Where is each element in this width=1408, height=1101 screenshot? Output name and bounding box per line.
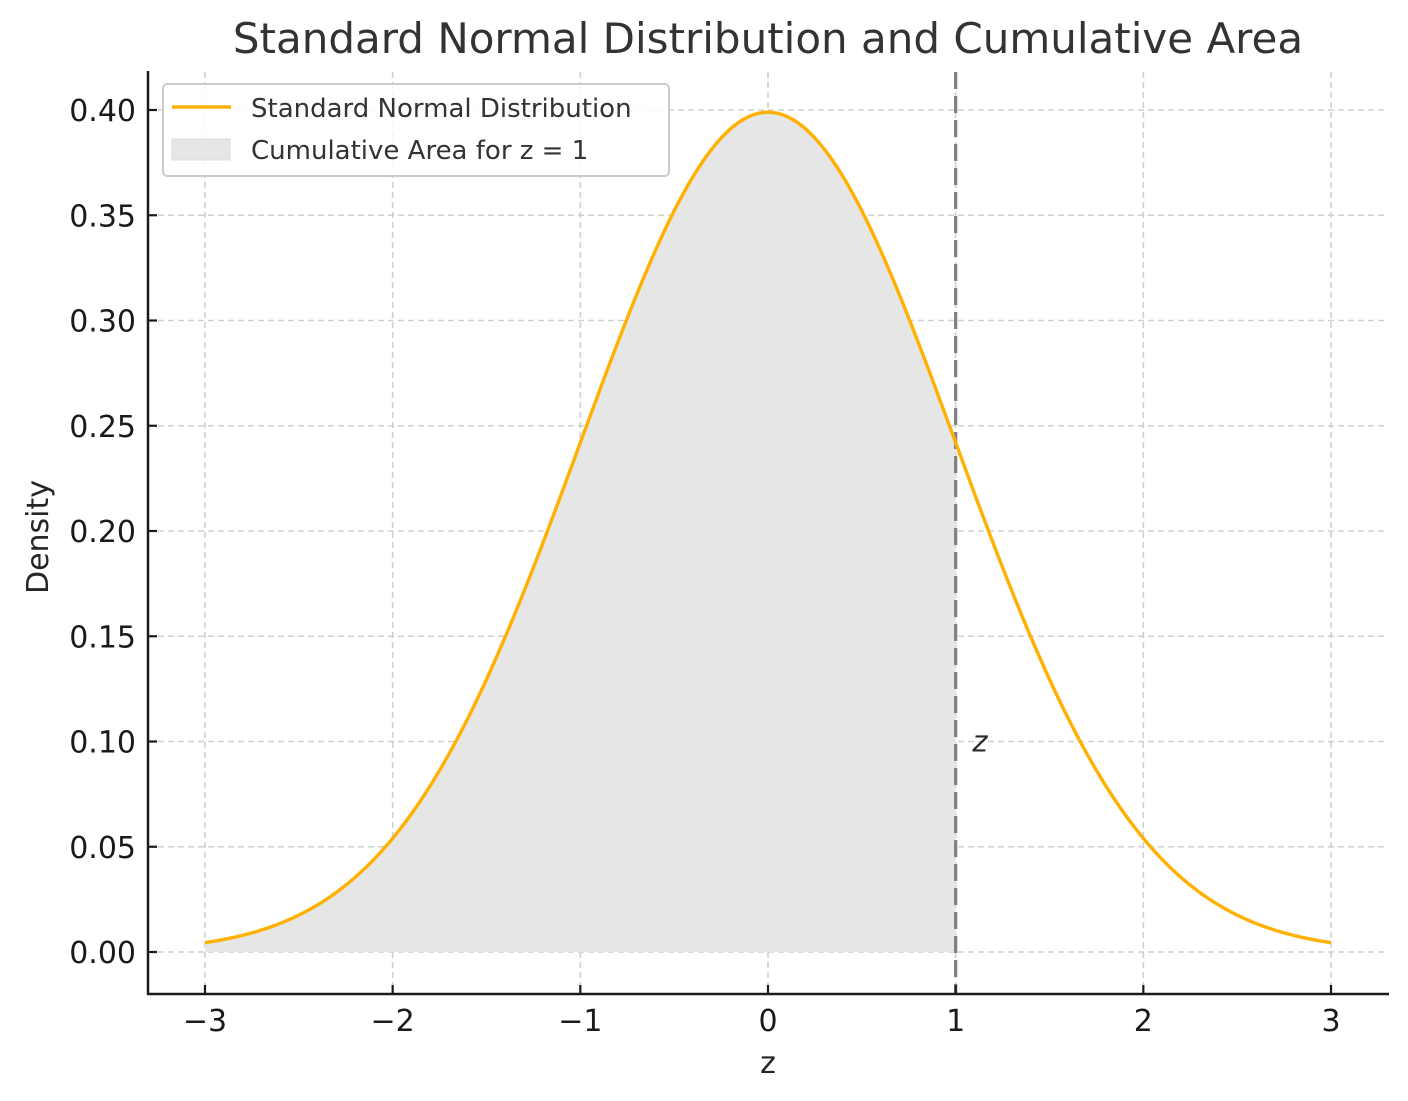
legend-label-curve: Standard Normal Distribution xyxy=(251,94,632,124)
y-tick-label: 0.20 xyxy=(69,515,136,550)
y-tick-label: 0.15 xyxy=(69,620,136,655)
x-axis-label: z xyxy=(760,1046,776,1081)
x-tick-label: −1 xyxy=(558,1004,602,1039)
y-axis-label: Density xyxy=(21,480,56,594)
x-tick-label: 2 xyxy=(1134,1004,1153,1039)
x-tick-label: 1 xyxy=(946,1004,965,1039)
chart-title: Standard Normal Distribution and Cumulat… xyxy=(233,14,1303,63)
y-tick-label: 0.40 xyxy=(69,94,136,129)
legend: Standard Normal Distribution Cumulative … xyxy=(162,83,670,177)
legend-area-swatch xyxy=(171,138,231,161)
y-tick-label: 0.25 xyxy=(69,410,136,445)
legend-label-area: Cumulative Area for z = 1 xyxy=(251,136,588,166)
y-tick-label: 0.30 xyxy=(69,305,136,340)
y-tick-label: 0.00 xyxy=(69,936,136,971)
cumulative-area xyxy=(204,112,956,953)
x-tick-label: −2 xyxy=(371,1004,415,1039)
z-annotation: z xyxy=(971,725,988,759)
x-ticks: −3 −2 −1 0 1 2 3 xyxy=(183,985,1341,1039)
y-ticks: 0.00 0.05 0.10 0.15 0.20 0.25 0.30 0.35 0.40 xyxy=(69,94,157,971)
x-tick-label: 3 xyxy=(1321,1004,1340,1039)
y-tick-label: 0.35 xyxy=(69,199,136,234)
normal-curve xyxy=(204,110,1332,945)
y-tick-label: 0.05 xyxy=(69,831,136,866)
legend-box xyxy=(162,83,670,177)
x-tick-label: 0 xyxy=(758,1004,777,1039)
y-tick-label: 0.10 xyxy=(69,726,136,761)
x-tick-label: −3 xyxy=(183,1004,227,1039)
